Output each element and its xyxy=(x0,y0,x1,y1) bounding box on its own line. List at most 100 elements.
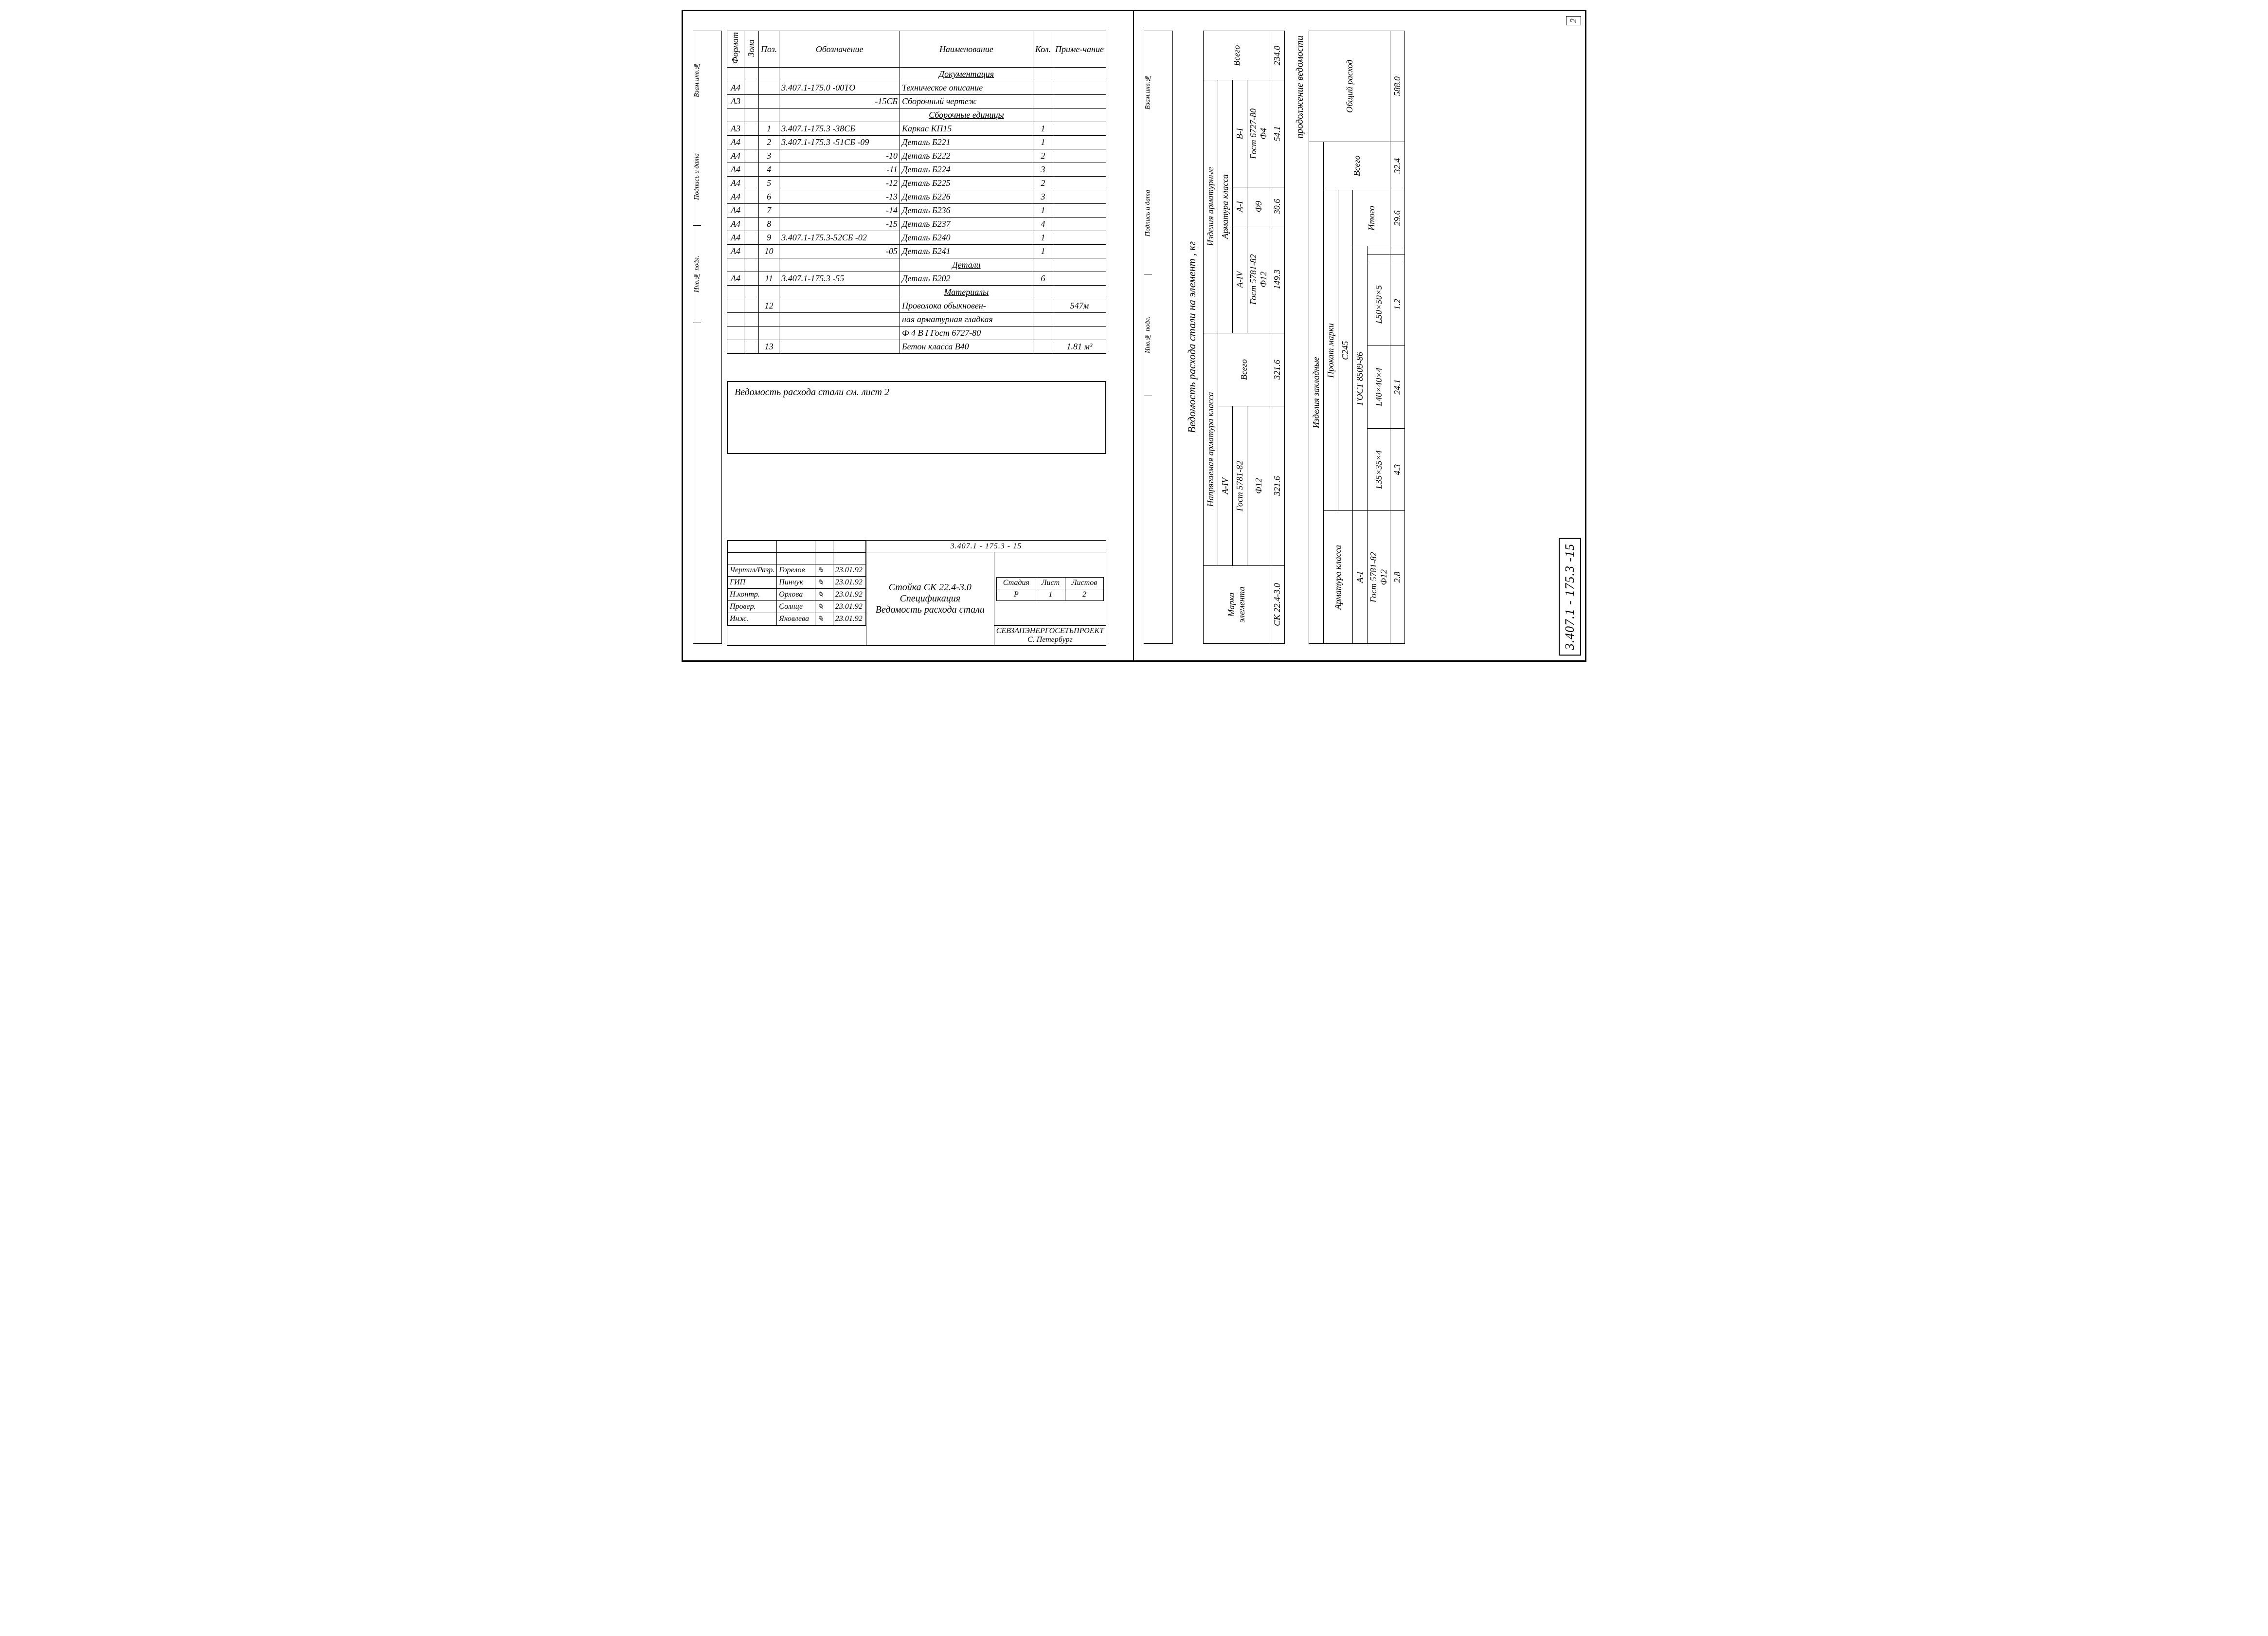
embed-title: Изделия закладные xyxy=(1309,142,1324,643)
section-header-row: Детали xyxy=(727,258,1106,272)
sheet-h: Лист xyxy=(1036,577,1065,589)
spec-row: 12Проволока обыкновен-547м xyxy=(727,299,1106,313)
val: 54.1 xyxy=(1270,80,1285,187)
col-zone: Зона xyxy=(744,31,758,68)
note-box: Ведомость расхода стали см. лист 2 xyxy=(727,381,1106,454)
sheet-v: 1 xyxy=(1036,589,1065,600)
steel-consumption-title: Ведомость расхода стали на элемент , кг xyxy=(1186,31,1198,644)
col-name: Наименование xyxy=(900,31,1033,68)
spec-row: ная арматурная гладкая xyxy=(727,313,1106,327)
org-name: СЕВЗАПЭНЕРГОСЕТЬПРОЕКТ xyxy=(996,627,1104,636)
spec-row: А44-11Деталь Б2243 xyxy=(727,163,1106,177)
group-rebar-products: Изделия арматурные xyxy=(1204,80,1218,333)
spec-row: А47-14Деталь Б2361 xyxy=(727,204,1106,218)
profile: L50×50×5 xyxy=(1368,263,1390,346)
binding-cell: Взам.инв.№ xyxy=(1144,31,1152,153)
spec-row: А3-15СБСборочный чертеж xyxy=(727,95,1106,109)
right-page: Взам.инв.№ Подпись и дата Инв.№ подл. 2 … xyxy=(1134,11,1585,660)
spec-row: А48-15Деталь Б2374 xyxy=(727,218,1106,231)
doc-kind: Спецификация xyxy=(868,593,992,604)
left-page: Взам.инв.№ Подпись и дата Инв.№ подл. Фо… xyxy=(683,11,1134,660)
mark-h2: элемента xyxy=(1237,568,1247,641)
class: В-I xyxy=(1233,80,1247,187)
col-note: Приме-чание xyxy=(1053,31,1106,68)
steel-consumption-table: Марка элемента Напрягаемая арматура клас… xyxy=(1203,31,1285,644)
specification-table: Формат Зона Поз. Обозначение Наименовани… xyxy=(727,31,1106,354)
section-header-row: Документация xyxy=(727,68,1106,81)
spec-row: А423.407.1-175.3 -51СБ -09Деталь Б2211 xyxy=(727,136,1106,149)
vsego-sub: Всего xyxy=(1218,333,1270,406)
col-qty: Кол. xyxy=(1033,31,1053,68)
spec-row: А46-13Деталь Б2263 xyxy=(727,190,1106,204)
diam: Ф12 xyxy=(1247,406,1270,566)
val: 321.6 xyxy=(1270,333,1285,406)
vsego-h: Всего xyxy=(1324,142,1390,190)
left-h2: А-I xyxy=(1353,511,1368,644)
class: А-IV xyxy=(1233,226,1247,333)
class: А-IV xyxy=(1218,406,1233,566)
roles-table: Чертил/Разр.Горелов✎23.01.92ГИППинчук✎23… xyxy=(727,541,866,625)
spec-row: А43-10Деталь Б2222 xyxy=(727,149,1106,163)
diam: Ф9 xyxy=(1247,187,1270,226)
product-name: Стойка СК 22.4-3.0 xyxy=(868,582,992,593)
profile: L35×35×4 xyxy=(1368,428,1390,511)
mid-h: С245 xyxy=(1338,190,1353,511)
row-mark: СК 22.4-3.0 xyxy=(1270,566,1285,644)
gost: Гост 5781-82 xyxy=(1233,406,1247,566)
right-rotated-content: Ведомость расхода стали на элемент , кг … xyxy=(1183,31,1567,644)
section-header-row: Материалы xyxy=(727,286,1106,299)
vsego-v: 32.4 xyxy=(1390,142,1405,190)
itogo-h: Итого xyxy=(1353,190,1390,246)
role-row: Инж.Яковлева✎23.01.92 xyxy=(728,613,866,625)
val: 321.6 xyxy=(1270,406,1285,566)
section-header-row: Сборочные единицы xyxy=(727,109,1106,122)
doc-number: 3.407.1 - 175.3 - 15 xyxy=(866,541,1106,552)
left-h1: Арматура класса xyxy=(1324,511,1353,644)
col-format: Формат xyxy=(727,31,744,68)
mid-gost: ГОСТ 8509-86 xyxy=(1353,246,1368,511)
doc-kind2: Ведомость расхода стали xyxy=(868,604,992,616)
stage-h: Стадия xyxy=(996,577,1036,589)
itogo-v: 29.6 xyxy=(1390,190,1405,246)
total-v: 234.0 xyxy=(1270,31,1285,80)
spec-row: 13Бетон класса В401.81 м³ xyxy=(727,340,1106,354)
sheets-h: Листов xyxy=(1065,577,1103,589)
grand-v: 588.0 xyxy=(1390,31,1405,142)
col-designation: Обозначение xyxy=(779,31,900,68)
grand-h: Общий расход xyxy=(1309,31,1390,142)
embedded-parts-table: Изделия закладные Общий расход Арматура … xyxy=(1309,31,1405,644)
role-row: ГИППинчук✎23.01.92 xyxy=(728,577,866,589)
binding-cell: Инв.№ подл. xyxy=(1144,274,1152,396)
drawing-sheet: Взам.инв.№ Подпись и дата Инв.№ подл. Фо… xyxy=(682,10,1586,662)
profile: L40×40×4 xyxy=(1368,345,1390,428)
binding-cell: Подпись и дата xyxy=(1144,153,1152,274)
col-pos: Поз. xyxy=(758,31,779,68)
spec-row: А4113.407.1-175.3 -55Деталь Б2026 xyxy=(727,272,1106,286)
total-h: Всего xyxy=(1204,31,1270,80)
spec-row: Ф 4 В I Гост 6727-80 xyxy=(727,327,1106,340)
class: А-I xyxy=(1233,187,1247,226)
role-row: Н.контр.Орлова✎23.01.92 xyxy=(728,589,866,601)
sheets-v: 2 xyxy=(1065,589,1103,600)
role-row: Провер.Солнце✎23.01.92 xyxy=(728,601,866,613)
spec-row: А43.407.1-175.0 -00ТОТехническое описани… xyxy=(727,81,1106,95)
rebar-class-sub: Арматура класса xyxy=(1218,80,1233,333)
binding-strip-right: Взам.инв.№ Подпись и дата Инв.№ подл. xyxy=(1144,31,1173,644)
stage-v: Р xyxy=(996,589,1036,600)
binding-cell: Инв.№ подл. xyxy=(693,226,701,323)
spec-row: А493.407.1-175.3-52СБ -02Деталь Б2401 xyxy=(727,231,1106,245)
binding-cell: Взам.инв.№ xyxy=(693,31,701,128)
org-city: С. Петербург xyxy=(996,636,1104,644)
left-val: 2.8 xyxy=(1390,511,1405,644)
page-number: 2 xyxy=(1566,16,1581,25)
spec-row: А313.407.1-175.3 -38СБКаркас КП151 xyxy=(727,122,1106,136)
role-row: Чертил/Разр.Горелов✎23.01.92 xyxy=(728,564,866,577)
val: 149.3 xyxy=(1270,226,1285,333)
gost-diam: Гост 6727-80Ф4 xyxy=(1247,80,1270,187)
val: 30.6 xyxy=(1270,187,1285,226)
continuation-label: продолжение ведомости xyxy=(1295,36,1306,644)
gost-diam: Гост 5781-82Ф12 xyxy=(1247,226,1270,333)
binding-cell: Подпись и дата xyxy=(693,128,701,226)
title-block: Чертил/Разр.Горелов✎23.01.92ГИППинчук✎23… xyxy=(727,540,1106,646)
group-prestressed: Напрягаемая арматура класса xyxy=(1204,333,1218,565)
